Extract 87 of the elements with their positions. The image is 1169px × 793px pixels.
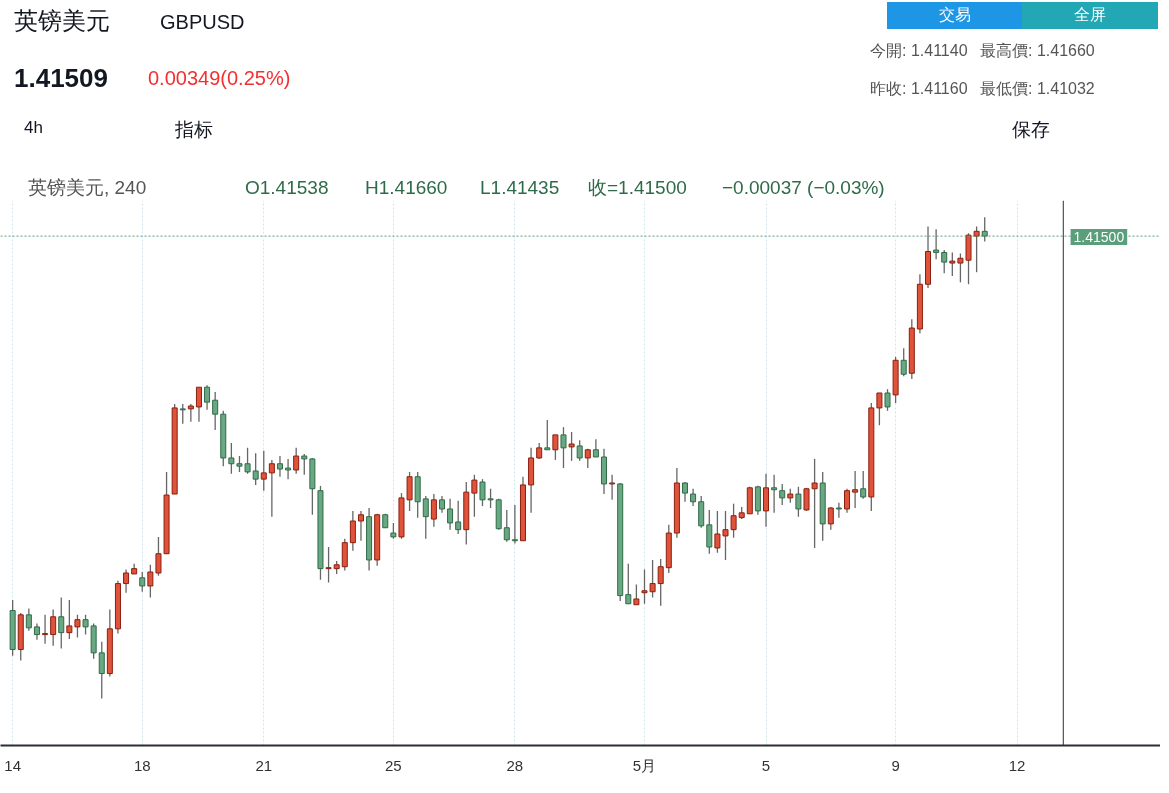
text: O1.41538 bbox=[245, 176, 329, 200]
text: 指标 bbox=[175, 118, 213, 142]
candlestick bbox=[25, 607, 32, 632]
candlestick bbox=[811, 458, 818, 549]
candlestick bbox=[576, 439, 583, 462]
candlestick bbox=[268, 459, 275, 518]
text: 收=1.41500 bbox=[588, 176, 687, 200]
candlestick bbox=[455, 500, 462, 535]
candlestick bbox=[447, 498, 454, 531]
x-tick-label: 28 bbox=[506, 756, 524, 774]
text: 保存 bbox=[1012, 118, 1050, 142]
candlestick bbox=[252, 452, 259, 486]
candlestick bbox=[973, 225, 980, 273]
candlestick bbox=[357, 510, 364, 542]
candlestick bbox=[301, 453, 308, 476]
text: 1.41509 bbox=[14, 62, 108, 95]
candlestick bbox=[860, 470, 867, 500]
text: L1.41435 bbox=[480, 176, 560, 200]
candlestick bbox=[98, 641, 105, 700]
text: −0.00037 (−0.03%) bbox=[722, 176, 885, 200]
candlestick bbox=[876, 392, 883, 426]
candlestick bbox=[123, 568, 130, 594]
x-tick-label: 5 bbox=[761, 756, 771, 774]
candlestick bbox=[835, 502, 842, 519]
text: 4h bbox=[24, 117, 43, 139]
x-tick-label: 21 bbox=[255, 756, 273, 774]
candlestick bbox=[430, 493, 437, 528]
text: 今開: 1.41140 bbox=[870, 41, 968, 61]
candlestick bbox=[349, 510, 356, 552]
text: 1.41500 bbox=[1073, 229, 1125, 246]
candlestick bbox=[609, 474, 616, 501]
candlestick bbox=[625, 563, 632, 605]
candlestick bbox=[422, 495, 429, 540]
candlestick bbox=[852, 470, 859, 509]
candlestick bbox=[884, 388, 891, 412]
candlestick bbox=[285, 458, 292, 480]
candlestick bbox=[58, 596, 65, 650]
candlestick bbox=[260, 450, 267, 492]
candlestick bbox=[771, 474, 778, 514]
candlestick bbox=[552, 434, 559, 461]
candlestick bbox=[844, 488, 851, 514]
candlestick bbox=[511, 504, 518, 545]
candlestick bbox=[544, 419, 551, 451]
text: H1.41660 bbox=[365, 176, 448, 200]
candlestick bbox=[503, 509, 510, 543]
x-tick-label: 12 bbox=[1008, 756, 1026, 774]
text: 最低價: 1.41032 bbox=[980, 79, 1095, 99]
candlestick bbox=[949, 251, 956, 277]
candlestick bbox=[42, 614, 49, 645]
candlestick bbox=[204, 384, 211, 411]
candlestick bbox=[195, 386, 202, 423]
candlestick bbox=[941, 249, 948, 274]
candlestick bbox=[681, 481, 689, 503]
candlestick bbox=[933, 228, 940, 260]
candlestick bbox=[560, 426, 567, 469]
text: 英镑美元, 240 bbox=[28, 176, 147, 200]
text: 最高價: 1.41660 bbox=[980, 41, 1095, 61]
candlestick bbox=[706, 509, 713, 555]
candlestick bbox=[900, 347, 907, 377]
candlestick bbox=[633, 583, 640, 606]
candlestick bbox=[187, 403, 194, 423]
candlestick bbox=[657, 558, 664, 607]
text: 昨收: 1.41160 bbox=[870, 79, 968, 99]
candlestick bbox=[568, 431, 575, 462]
candlestick bbox=[179, 403, 186, 425]
text: 交易 bbox=[887, 2, 1023, 29]
x-tick-label: 5月 bbox=[632, 756, 657, 774]
candlestick bbox=[276, 455, 283, 478]
candlestick bbox=[827, 506, 834, 531]
candlestick bbox=[471, 474, 478, 518]
candlestick bbox=[293, 447, 300, 475]
candlestick bbox=[762, 473, 770, 528]
candlestick bbox=[325, 546, 332, 584]
candlestick bbox=[139, 571, 146, 593]
chart-subtitle: GBPUSD bbox=[160, 10, 245, 35]
x-tick-label: 25 bbox=[385, 756, 402, 774]
candlestick bbox=[228, 442, 235, 475]
x-tick-label: 18 bbox=[133, 756, 151, 774]
x-tick-label: 9 bbox=[891, 756, 900, 774]
candlestick bbox=[212, 391, 219, 431]
chart-title: 英镑美元 bbox=[14, 6, 110, 36]
candlestick bbox=[50, 608, 57, 647]
candlestick bbox=[779, 483, 786, 506]
x-tick-label: 14 bbox=[4, 756, 21, 774]
text: 全屏 bbox=[1022, 2, 1158, 29]
text: 0.00349(0.25%) bbox=[148, 66, 291, 91]
candlestick bbox=[795, 486, 802, 518]
